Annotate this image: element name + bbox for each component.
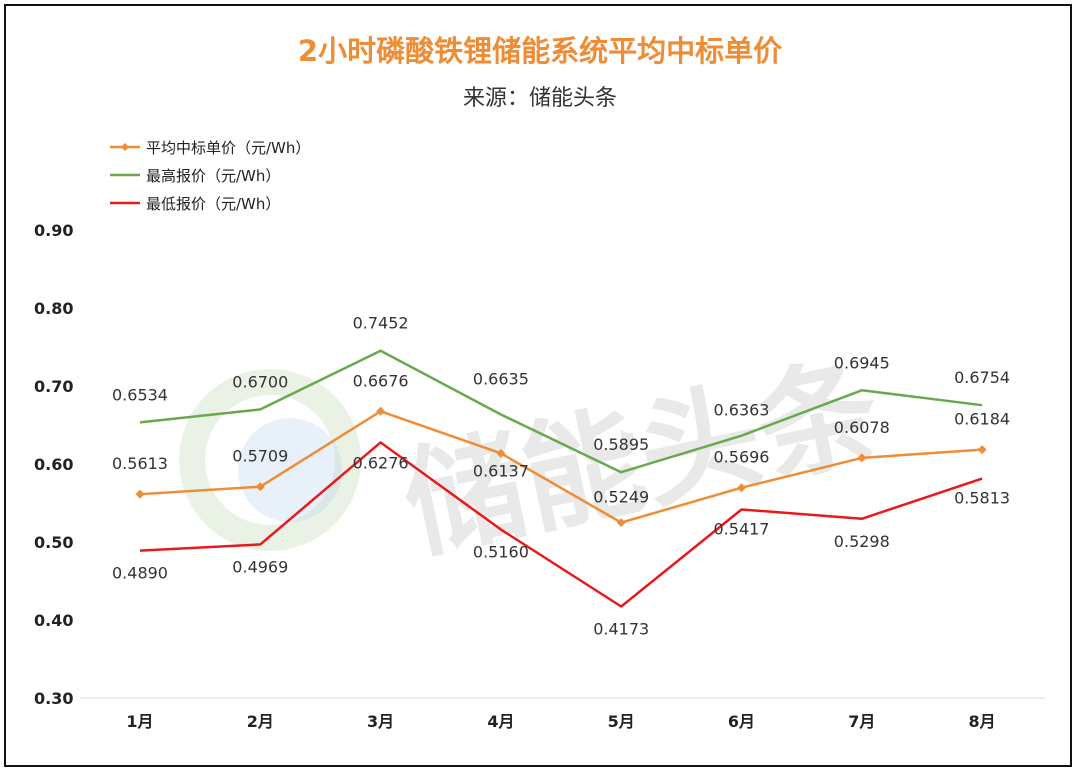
x-tick-label: 4月 — [487, 712, 514, 731]
watermark-text: 储能头条 — [393, 341, 891, 577]
legend-item-max: 最高报价（元/Wh） — [110, 161, 310, 189]
watermark-logo — [179, 369, 361, 551]
data-label: 0.5417 — [714, 519, 770, 538]
data-label: 0.5696 — [714, 448, 770, 467]
data-point-marker — [135, 489, 145, 499]
data-label: 0.5895 — [593, 435, 649, 454]
x-tick-label: 6月 — [728, 712, 755, 731]
data-label: 0.6945 — [834, 353, 890, 372]
data-label: 0.6754 — [954, 368, 1010, 387]
data-point-marker — [977, 445, 987, 455]
data-label: 0.6363 — [714, 401, 770, 420]
data-label: 0.6534 — [112, 385, 168, 404]
data-label: 0.7452 — [353, 314, 409, 333]
x-tick-label: 3月 — [367, 712, 394, 731]
data-label: 0.4969 — [232, 557, 288, 576]
data-label: 0.5709 — [232, 447, 288, 466]
x-tick-label: 8月 — [969, 712, 996, 731]
data-label: 0.6635 — [473, 369, 529, 388]
data-label: 0.5249 — [593, 488, 649, 507]
data-label: 0.6700 — [232, 372, 288, 391]
legend-item-min: 最低报价（元/Wh） — [110, 189, 310, 217]
x-tick-label: 5月 — [608, 712, 635, 731]
data-point-marker — [857, 453, 867, 463]
data-point-marker — [376, 406, 386, 416]
x-tick-label: 7月 — [848, 712, 875, 731]
legend-item-avg: 平均中标单价（元/Wh） — [110, 133, 310, 161]
chart-title: 2小时磷酸铁锂储能系统平均中标单价 — [297, 34, 783, 68]
y-tick-label: 0.50 — [34, 533, 73, 552]
data-label: 0.6676 — [353, 371, 409, 390]
data-label: 0.4173 — [593, 620, 649, 639]
x-tick-label: 2月 — [247, 712, 274, 731]
data-label: 0.4890 — [112, 564, 168, 583]
legend-label-avg: 平均中标单价（元/Wh） — [146, 138, 311, 157]
data-label: 0.5613 — [112, 454, 168, 473]
y-tick-label: 0.80 — [34, 299, 73, 318]
y-tick-label: 0.90 — [34, 221, 73, 240]
legend: 平均中标单价（元/Wh） 最高报价（元/Wh） 最低报价（元/Wh） — [110, 133, 310, 217]
data-point-marker — [737, 483, 746, 493]
y-tick-label: 0.70 — [34, 377, 73, 396]
x-tick-label: 1月 — [126, 712, 153, 731]
watermark-logo-inner — [238, 418, 342, 522]
series-line-1 — [139, 349, 983, 474]
data-point-marker — [496, 448, 506, 458]
data-label: 0.5160 — [473, 543, 529, 562]
data-label: 0.6078 — [834, 418, 890, 437]
chart-subtitle: 来源：储能头条 — [462, 86, 617, 111]
data-label: 0.6184 — [954, 410, 1010, 429]
legend-label-min: 最低报价（元/Wh） — [146, 194, 281, 213]
y-tick-label: 0.40 — [34, 611, 73, 630]
data-label: 0.6276 — [353, 453, 409, 472]
series-line-0 — [139, 410, 983, 524]
legend-label-max: 最高报价（元/Wh） — [146, 166, 281, 185]
data-point-marker — [616, 518, 626, 528]
data-label: 0.5813 — [954, 489, 1010, 508]
data-point-marker — [255, 482, 265, 492]
y-tick-label: 0.30 — [34, 689, 73, 708]
data-label: 0.5298 — [834, 532, 890, 551]
data-label: 0.6137 — [473, 461, 529, 480]
legend-marker-min — [110, 201, 140, 205]
series-line-2 — [139, 441, 983, 608]
legend-marker-avg — [110, 143, 140, 151]
y-tick-label: 0.60 — [34, 455, 73, 474]
legend-marker-max — [110, 173, 140, 177]
chart-frame — [4, 4, 1072, 767]
